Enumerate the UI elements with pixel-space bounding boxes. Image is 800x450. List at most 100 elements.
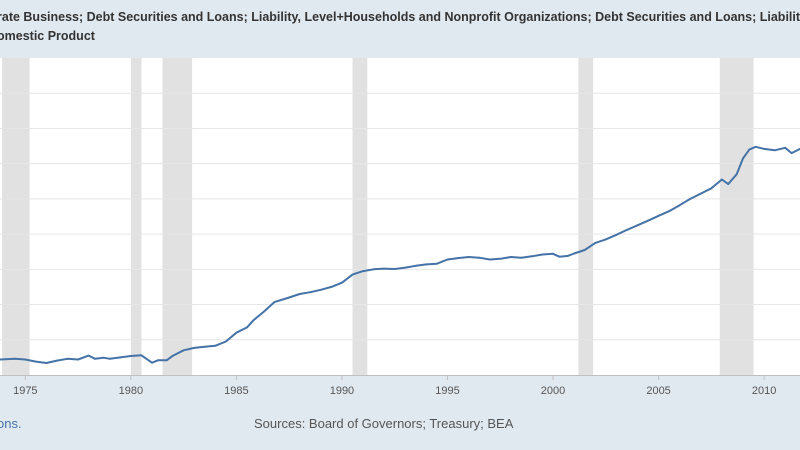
data-point-0-70 <box>710 187 713 190</box>
x-tick-label-1995: 1995 <box>435 385 459 397</box>
data-point-0-74 <box>742 157 744 160</box>
data-point-0-23 <box>224 340 227 343</box>
data-point-0-14 <box>140 354 143 357</box>
data-point-0-43 <box>436 262 438 265</box>
chart-title-line-1: rate Business; Debt Securities and Loans… <box>0 10 800 24</box>
x-tick-label-2000: 2000 <box>541 385 565 397</box>
data-point-0-75 <box>748 148 751 151</box>
data-point-0-4 <box>45 362 48 364</box>
data-point-0-11 <box>108 357 111 360</box>
data-point-0-72 <box>727 183 730 185</box>
x-tick-label-2010: 2010 <box>752 385 776 397</box>
series-line-0 <box>0 145 800 364</box>
data-point-0-54 <box>552 252 554 255</box>
data-point-0-39 <box>393 268 396 270</box>
x-tick-label-2005: 2005 <box>646 385 670 397</box>
data-point-0-64 <box>647 219 649 222</box>
data-point-0-80 <box>790 152 793 155</box>
data-point-0-27 <box>262 310 265 313</box>
plot-area <box>0 58 800 375</box>
data-point-0-42 <box>425 263 428 266</box>
data-point-0-76 <box>754 145 757 148</box>
data-point-0-12 <box>119 356 122 359</box>
data-point-0-62 <box>626 228 628 231</box>
data-point-0-48 <box>488 258 491 261</box>
data-point-0-25 <box>246 326 248 329</box>
data-point-0-78 <box>773 149 776 152</box>
data-point-0-20 <box>193 346 196 349</box>
x-tick-label-1990: 1990 <box>330 385 354 397</box>
data-point-0-34 <box>341 281 343 284</box>
data-point-0-32 <box>319 288 322 291</box>
data-point-0-28 <box>273 301 276 303</box>
data-point-0-49 <box>499 257 502 260</box>
data-point-0-60 <box>604 238 607 241</box>
recession-band-2 <box>162 58 193 375</box>
data-point-0-7 <box>77 358 80 361</box>
data-point-0-35 <box>351 273 354 276</box>
data-point-0-30 <box>298 293 301 295</box>
data-point-0-55 <box>558 255 561 258</box>
x-tick-label-1980: 1980 <box>119 385 143 397</box>
data-point-0-24 <box>235 331 238 334</box>
data-point-0-66 <box>668 210 671 213</box>
data-point-0-41 <box>414 264 417 267</box>
x-tick-label-1975: 1975 <box>13 385 37 397</box>
data-point-0-71 <box>720 178 723 181</box>
recession-band-4 <box>578 58 594 375</box>
recession-band-5 <box>719 58 754 375</box>
data-point-0-3 <box>34 360 37 363</box>
data-point-0-56 <box>566 255 569 257</box>
data-point-0-6 <box>66 357 69 360</box>
data-point-0-53 <box>541 253 544 256</box>
data-point-0-19 <box>182 349 185 352</box>
data-point-0-37 <box>372 268 375 271</box>
sources-note: Sources: Board of Governors; Treasury; B… <box>254 416 514 431</box>
data-point-0-67 <box>678 204 681 207</box>
data-point-0-40 <box>404 266 407 269</box>
data-point-0-57 <box>573 252 576 255</box>
data-point-0-1 <box>13 357 16 360</box>
chart-title-line-2: omestic Product <box>0 29 95 43</box>
data-point-0-51 <box>520 256 523 259</box>
data-point-0-33 <box>330 286 333 288</box>
data-point-0-68 <box>689 197 692 200</box>
data-point-0-9 <box>94 357 96 360</box>
data-point-0-17 <box>165 359 168 362</box>
data-point-0-50 <box>509 256 512 258</box>
data-point-0-47 <box>478 256 481 259</box>
data-point-0-38 <box>383 267 386 270</box>
data-point-0-2 <box>24 358 27 361</box>
data-point-0-13 <box>129 355 132 357</box>
data-point-0-58 <box>583 249 586 251</box>
data-point-0-63 <box>636 224 639 227</box>
data-point-0-36 <box>362 270 364 272</box>
data-point-0-45 <box>457 257 459 259</box>
data-point-0-15 <box>151 361 153 364</box>
data-point-0-79 <box>784 146 787 149</box>
footer-left-text[interactable]: ons. <box>0 416 22 431</box>
data-point-0-22 <box>214 344 217 347</box>
data-point-0-61 <box>615 233 618 236</box>
data-point-0-69 <box>699 192 702 195</box>
data-point-0-29 <box>288 296 291 299</box>
data-point-0-10 <box>102 356 105 359</box>
data-point-0-44 <box>446 258 449 261</box>
data-point-0-0 <box>0 358 1 361</box>
data-point-0-46 <box>467 256 470 258</box>
recession-band-0 <box>2 58 30 375</box>
data-point-0-26 <box>252 319 255 322</box>
data-point-0-59 <box>594 242 597 244</box>
chart-title: rate Business; Debt Securities and Loans… <box>0 8 800 46</box>
recession-band-1 <box>130 58 142 375</box>
data-point-0-73 <box>735 173 738 176</box>
recession-band-3 <box>352 58 368 375</box>
data-point-0-77 <box>763 147 766 150</box>
data-point-0-21 <box>203 345 206 348</box>
data-point-0-8 <box>87 354 90 357</box>
x-tick-label-1985: 1985 <box>224 385 248 397</box>
data-point-0-16 <box>157 359 160 362</box>
data-point-0-31 <box>309 291 312 294</box>
data-point-0-52 <box>531 255 533 258</box>
